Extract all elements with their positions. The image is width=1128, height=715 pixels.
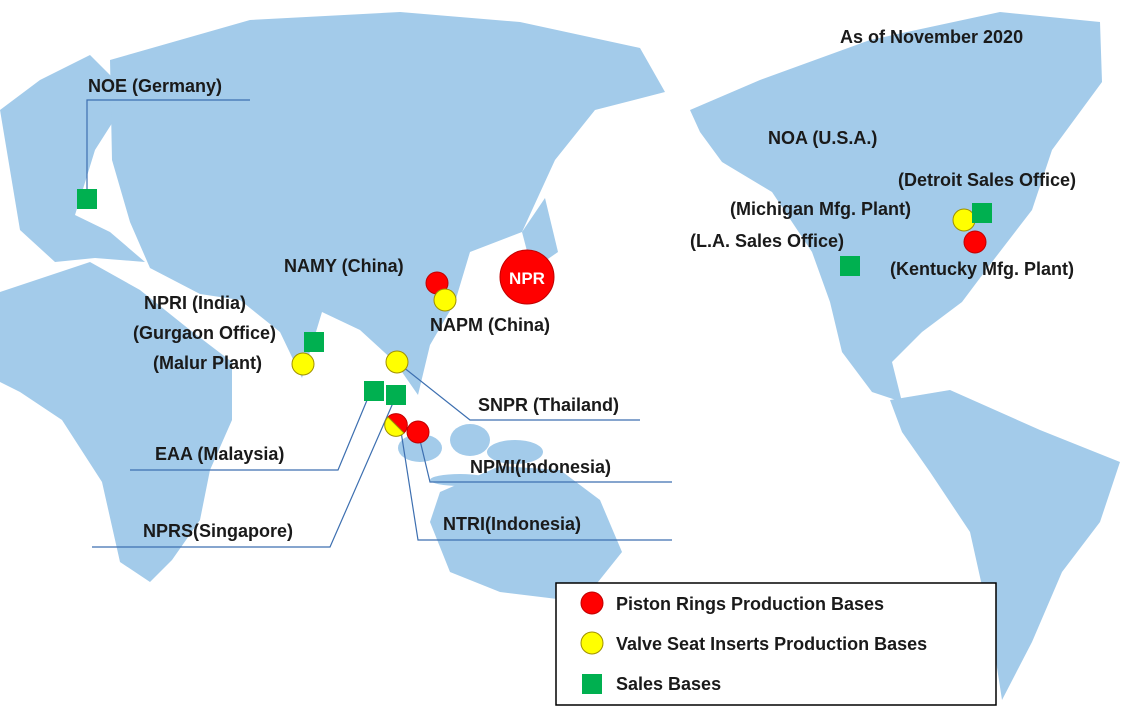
piston-marker <box>406 420 430 444</box>
location-label: NPMI(Indonesia) <box>470 457 611 477</box>
sales-marker <box>840 256 860 276</box>
location-label: NTRI(Indonesia) <box>443 514 581 534</box>
location-label: (Michigan Mfg. Plant) <box>730 199 911 219</box>
legend-label: Valve Seat Inserts Production Bases <box>616 634 927 654</box>
legend-swatch <box>580 591 604 615</box>
legend-box <box>555 582 997 706</box>
sales-marker <box>304 332 324 352</box>
as-of: As of November 2020 <box>840 27 1023 47</box>
location-label: NOA (U.S.A.) <box>768 128 877 148</box>
sales-marker <box>972 203 992 223</box>
location-label: (Kentucky Mfg. Plant) <box>890 259 1074 279</box>
location-label: NPRS(Singapore) <box>143 521 293 541</box>
piston-marker <box>387 413 408 434</box>
legend-swatch <box>580 631 604 655</box>
location-label: NOE (Germany) <box>88 76 222 96</box>
sales-marker <box>364 381 384 401</box>
legend: Piston Rings Production Bases Valve Seat… <box>555 582 997 706</box>
leader-lines <box>86 99 672 548</box>
valve-marker <box>291 352 315 376</box>
location-label: (L.A. Sales Office) <box>690 231 844 251</box>
location-label: EAA (Malaysia) <box>155 444 284 464</box>
piston-marker <box>963 230 987 254</box>
markers <box>77 189 992 444</box>
location-label: NPRI (India) <box>144 293 246 313</box>
land <box>0 12 1120 700</box>
location-label: NAMY (China) <box>284 256 404 276</box>
legend-swatch <box>582 674 602 694</box>
valve-marker <box>952 208 976 232</box>
sales-marker <box>77 189 97 209</box>
sales-marker <box>386 385 406 405</box>
valve-marker <box>384 416 405 437</box>
location-label: (Gurgaon Office) <box>133 323 276 343</box>
location-label: SNPR (Thailand) <box>478 395 619 415</box>
hq-label: NPR <box>509 269 545 288</box>
valve-marker <box>385 350 409 374</box>
legend-label: Piston Rings Production Bases <box>616 594 884 614</box>
location-label: NAPM (China) <box>430 315 550 335</box>
legend-label: Sales Bases <box>616 674 721 694</box>
location-label: (Detroit Sales Office) <box>898 170 1076 190</box>
valve-marker <box>433 288 457 312</box>
location-label: (Malur Plant) <box>153 353 262 373</box>
hq-marker <box>499 249 555 305</box>
